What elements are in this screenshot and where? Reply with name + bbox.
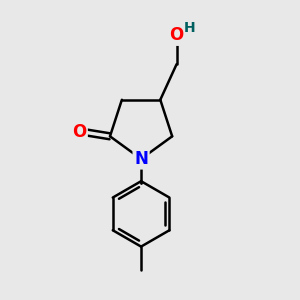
- Text: N: N: [134, 150, 148, 168]
- Text: H: H: [183, 20, 195, 34]
- Text: O: O: [169, 26, 184, 44]
- Text: O: O: [72, 123, 86, 141]
